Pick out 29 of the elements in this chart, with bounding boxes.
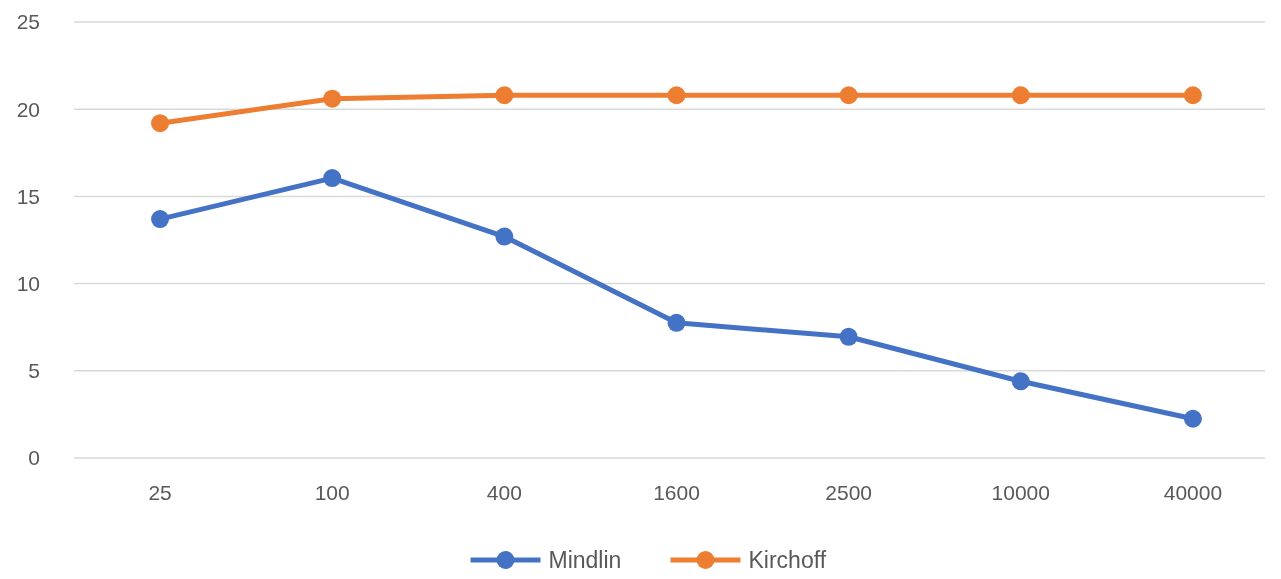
point — [495, 86, 514, 105]
x-tick-label: 25 — [148, 481, 172, 504]
x-tick-label: 100 — [314, 481, 350, 504]
y-tick-label: 15 — [16, 184, 40, 208]
y-tick-label: 25 — [16, 10, 40, 34]
y-tick-label: 0 — [28, 446, 40, 470]
x-tick-label: 2500 — [825, 481, 872, 504]
y-tick-label: 5 — [28, 359, 40, 383]
point — [323, 89, 342, 108]
point — [1183, 86, 1202, 105]
point — [323, 169, 342, 188]
point — [667, 86, 686, 105]
point — [667, 313, 686, 332]
point — [1011, 86, 1030, 105]
y-tick-label: 20 — [16, 97, 40, 121]
point — [839, 327, 858, 346]
x-tick-label: 10000 — [991, 481, 1050, 504]
legend-label: Kirchoff — [748, 547, 827, 574]
point — [1183, 409, 1202, 428]
x-tick-label: 400 — [486, 481, 522, 504]
x-tick-label: 1600 — [653, 481, 700, 504]
legend-label: Mindlin — [548, 547, 622, 574]
point — [151, 210, 170, 229]
x-tick-label: 40000 — [1163, 481, 1223, 504]
point — [839, 86, 858, 105]
point — [151, 114, 170, 133]
y-tick-label: 10 — [16, 271, 40, 295]
point — [495, 227, 514, 246]
point — [1011, 372, 1030, 391]
